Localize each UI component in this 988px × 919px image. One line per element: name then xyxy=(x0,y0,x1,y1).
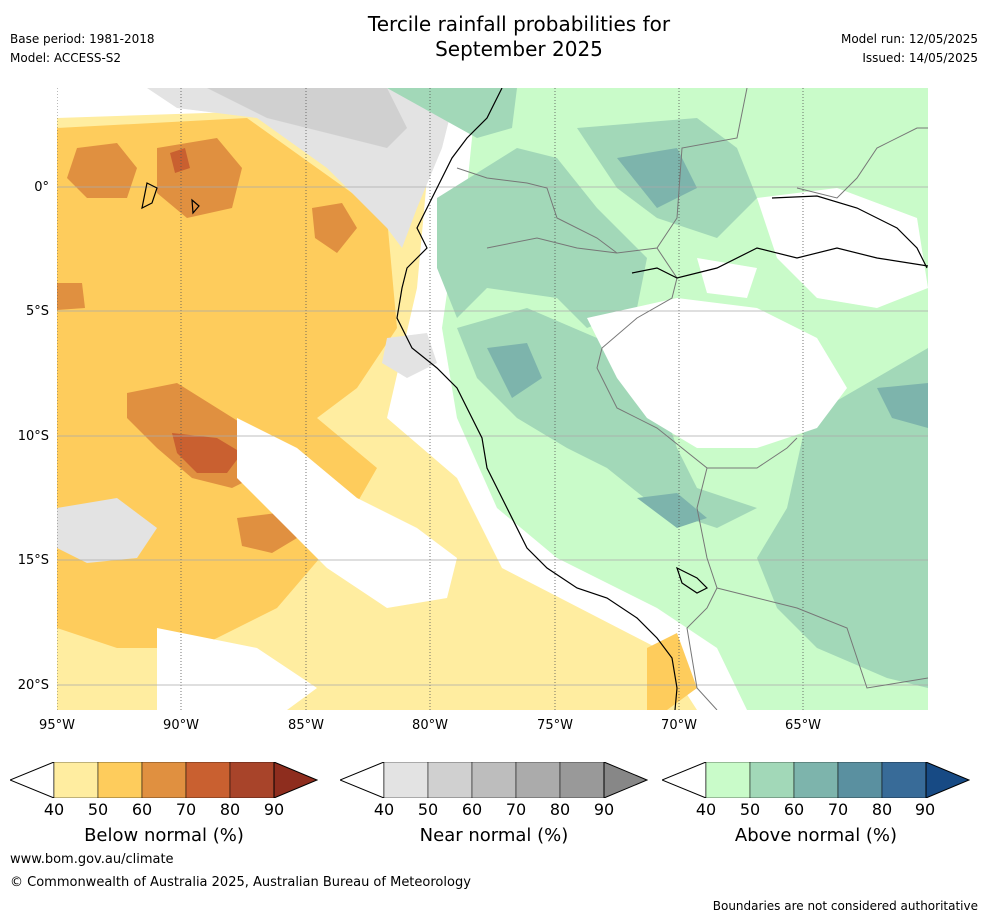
title-line-2: September 2025 xyxy=(435,37,603,61)
near-tick-60: 60 xyxy=(461,800,483,819)
below-normal-colorbar xyxy=(10,762,318,798)
below-tick-90: 90 xyxy=(263,800,285,819)
boundaries-disclaimer: Boundaries are not considered authoritat… xyxy=(712,899,978,913)
above-tick-40: 40 xyxy=(695,800,717,819)
below-tick-50: 50 xyxy=(87,800,109,819)
near-normal-label: Near normal (%) xyxy=(419,825,569,846)
lon-label-95w: 95°W xyxy=(39,718,75,733)
latitude-lines xyxy=(57,186,928,686)
lon-label-90w: 90°W xyxy=(163,718,199,733)
above-tick-70: 70 xyxy=(827,800,849,819)
below-tick-60: 60 xyxy=(131,800,153,819)
lat-label-20s: 20°S xyxy=(17,678,49,693)
issued-label: Issued: 14/05/2025 xyxy=(862,51,978,65)
lon-label-85w: 85°W xyxy=(288,718,324,733)
coastline xyxy=(141,88,928,710)
near-tick-80: 80 xyxy=(549,800,571,819)
above-tick-60: 60 xyxy=(783,800,805,819)
below-tick-40: 40 xyxy=(43,800,65,819)
near-tick-50: 50 xyxy=(417,800,439,819)
lon-label-75w: 75°W xyxy=(537,718,573,733)
map-canvas xyxy=(57,88,928,710)
near-normal-colorbar xyxy=(340,762,648,798)
copyright-text: © Commonwealth of Australia 2025, Austra… xyxy=(10,875,471,890)
above-tick-90: 90 xyxy=(914,800,936,819)
country-boundaries xyxy=(456,88,928,710)
above-normal-colorbar xyxy=(662,762,970,798)
base-period-label: Base period: 1981-2018 xyxy=(10,32,155,46)
below-tick-80: 80 xyxy=(219,800,241,819)
lat-label-15s: 15°S xyxy=(17,553,49,568)
near-tick-90: 90 xyxy=(593,800,615,819)
above-tick-80: 80 xyxy=(871,800,893,819)
model-run-label: Model run: 12/05/2025 xyxy=(840,32,978,46)
below-tick-70: 70 xyxy=(175,800,197,819)
website-link[interactable]: www.bom.gov.au/climate xyxy=(10,852,174,867)
lon-label-65w: 65°W xyxy=(785,718,821,733)
no-signal-regions xyxy=(157,188,928,710)
lat-label-5s: 5°S xyxy=(25,304,49,319)
above-tick-50: 50 xyxy=(739,800,761,819)
probability-map xyxy=(57,88,928,710)
model-label: Model: ACCESS-S2 xyxy=(10,51,122,65)
lon-label-80w: 80°W xyxy=(412,718,448,733)
near-tick-70: 70 xyxy=(505,800,527,819)
title-line-1: Tercile rainfall probabilities for xyxy=(367,12,671,36)
near-tick-40: 40 xyxy=(373,800,395,819)
lon-label-70w: 70°W xyxy=(661,718,697,733)
above-normal-label: Above normal (%) xyxy=(734,825,898,846)
map-title: Tercile rainfall probabilities for Septe… xyxy=(294,12,744,62)
lat-label-0: 0° xyxy=(34,180,49,195)
below-normal-label: Below normal (%) xyxy=(84,825,244,846)
lat-label-10s: 10°S xyxy=(17,429,49,444)
